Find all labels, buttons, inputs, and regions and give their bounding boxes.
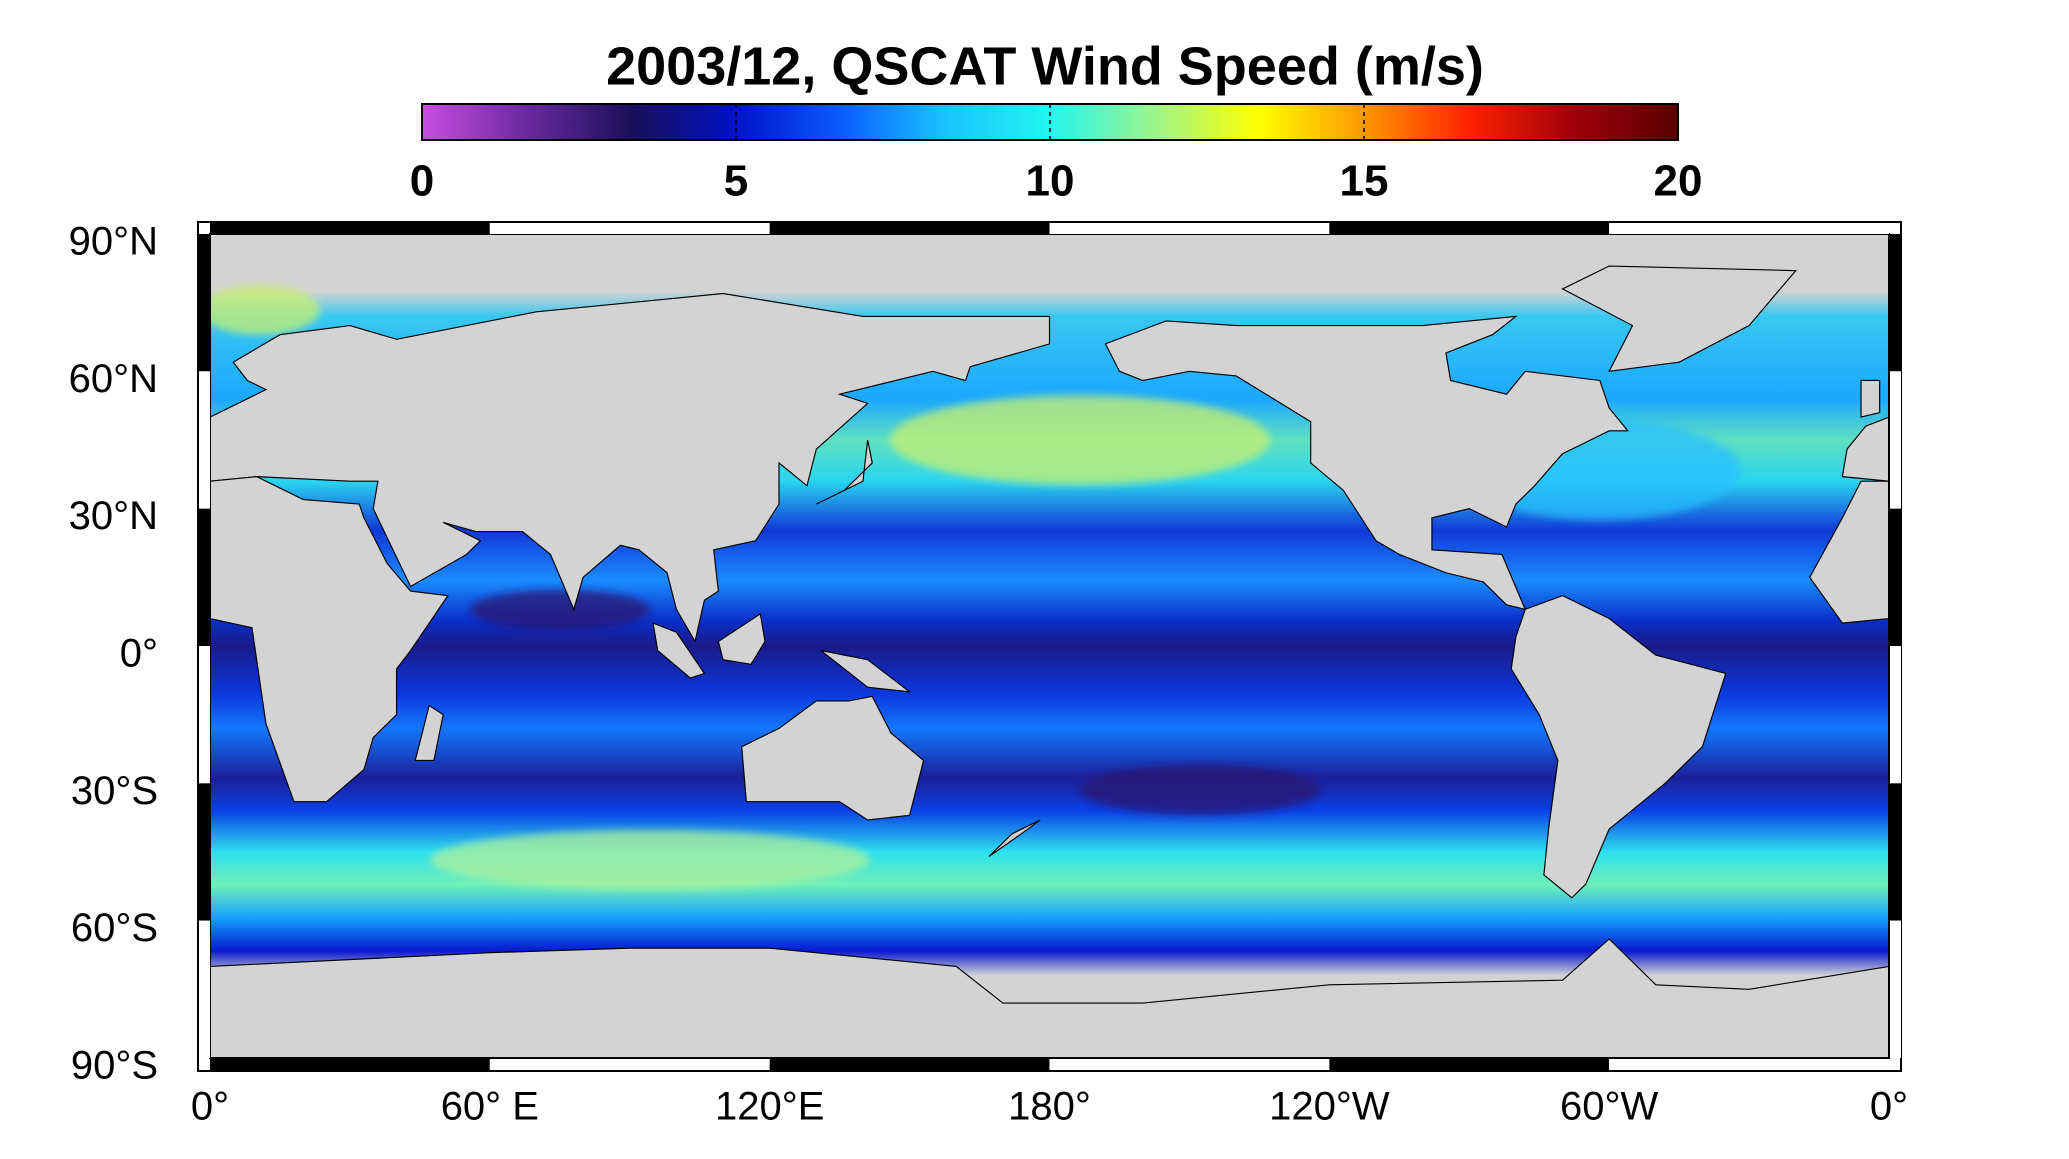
frame-band	[489, 223, 770, 234]
map-title: 2003/12, QSCAT Wind Speed (m/s)	[606, 36, 1484, 96]
frame-band	[1890, 234, 1901, 372]
frame-band	[1890, 371, 1901, 509]
wind-field	[210, 234, 1889, 1058]
frame-band	[199, 783, 210, 921]
lon-label: 60°W	[1560, 1085, 1658, 1129]
frame-band	[199, 508, 210, 646]
colorbar-tick-label: 20	[1654, 157, 1703, 206]
lat-label: 0°	[120, 632, 158, 676]
frame-band	[1890, 920, 1901, 1058]
frame-band	[210, 223, 490, 234]
lon-label: 120°E	[715, 1085, 824, 1129]
map-frame	[197, 221, 1902, 1072]
frame-band	[1890, 783, 1901, 921]
lon-label: 0°	[191, 1085, 229, 1129]
frame-band	[199, 371, 210, 509]
colorbar-tick-label: 5	[724, 157, 748, 206]
colorbar-tick-label: 10	[1026, 157, 1075, 206]
frame-band	[199, 234, 210, 372]
lat-label: 60°N	[69, 357, 158, 401]
land	[210, 265, 1889, 1058]
lon-label: 120°W	[1269, 1085, 1390, 1129]
colorbar-tick-label: 15	[1340, 157, 1389, 206]
lat-label: 30°S	[71, 769, 158, 813]
frame-band	[210, 1059, 490, 1070]
frame-band	[1609, 223, 1889, 234]
frame-band	[1890, 508, 1901, 646]
lon-label: 180°	[1008, 1085, 1091, 1129]
frame-band	[1329, 223, 1610, 234]
colorbar-tick-label: 0	[410, 157, 434, 206]
frame-band	[199, 646, 210, 784]
lat-label: 90°N	[69, 220, 158, 264]
lon-label: 60° E	[441, 1085, 539, 1129]
frame-band	[1890, 646, 1901, 784]
frame-band	[1049, 223, 1330, 234]
lat-label: 30°N	[69, 494, 158, 538]
frame-band	[1329, 1059, 1610, 1070]
lat-label: 60°S	[71, 906, 158, 950]
lon-label: 0°	[1870, 1085, 1908, 1129]
frame-band	[489, 1059, 770, 1070]
frame-band	[769, 223, 1050, 234]
frame-band	[769, 1059, 1050, 1070]
frame-band	[199, 920, 210, 1058]
lat-label: 90°S	[71, 1044, 158, 1088]
frame-band	[1609, 1059, 1889, 1070]
frame-band	[1049, 1059, 1330, 1070]
